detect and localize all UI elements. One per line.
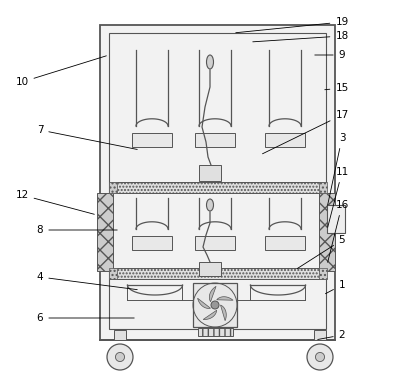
Bar [132,236,172,250]
Bar [132,133,172,147]
Bar [194,236,234,250]
Bar [109,268,117,279]
Ellipse shape [206,55,213,69]
Circle shape [211,301,218,309]
Bar [114,330,126,340]
Text: 6: 6 [36,313,134,323]
Polygon shape [209,286,215,302]
Bar [318,182,326,193]
Bar [109,182,325,193]
Bar [318,268,326,279]
Bar [264,236,304,250]
Bar [97,193,113,271]
Bar [109,182,117,193]
Text: 9: 9 [314,50,345,60]
Circle shape [115,352,124,362]
Text: 3: 3 [327,133,345,205]
Bar [264,133,304,147]
Text: 4: 4 [36,272,137,290]
Bar [326,205,344,233]
Bar [109,268,325,279]
Ellipse shape [206,199,213,211]
Circle shape [107,344,133,370]
Text: 18: 18 [252,31,348,42]
Text: 8: 8 [36,225,117,235]
Bar [109,33,325,329]
Bar [198,262,220,276]
Text: 19: 19 [235,17,348,33]
Bar [198,328,232,336]
Polygon shape [202,310,216,319]
Bar [318,193,334,271]
Circle shape [315,352,324,362]
Polygon shape [197,298,210,308]
Text: 12: 12 [15,190,94,214]
Bar [194,133,234,147]
Bar [192,283,237,327]
Polygon shape [216,297,232,300]
Text: 7: 7 [36,125,137,149]
Polygon shape [220,305,226,321]
Text: 11: 11 [327,167,348,227]
Text: 2: 2 [317,330,345,340]
Text: 10: 10 [15,56,106,87]
Text: 5: 5 [296,235,345,269]
Bar [313,330,325,340]
Text: 15: 15 [324,83,348,93]
Text: 17: 17 [262,110,348,154]
Text: 1: 1 [325,280,345,294]
Text: 16: 16 [327,200,348,262]
Bar [100,25,334,340]
Bar [198,165,220,181]
Circle shape [306,344,332,370]
